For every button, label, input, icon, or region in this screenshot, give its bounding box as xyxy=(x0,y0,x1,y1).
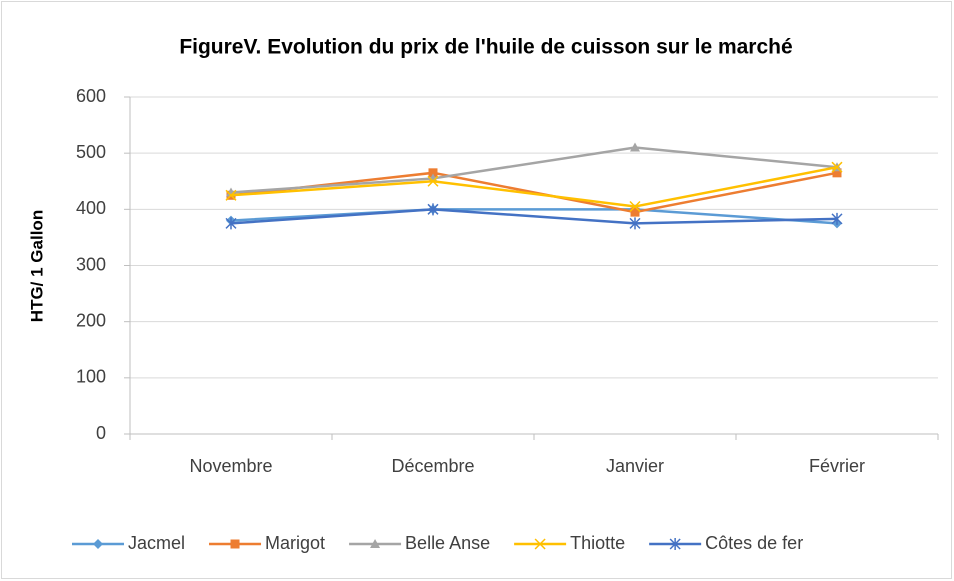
y-tick-label: 0 xyxy=(96,423,106,443)
legend-item: Thiotte xyxy=(514,533,625,553)
x-tick-label: Novembre xyxy=(189,456,272,476)
series-line xyxy=(230,171,838,214)
marker xyxy=(427,203,439,216)
marker xyxy=(230,539,240,549)
legend-item: Marigot xyxy=(209,533,325,553)
y-tick-label: 100 xyxy=(76,367,106,387)
marker xyxy=(225,189,237,201)
series-line xyxy=(230,146,838,194)
marker xyxy=(225,217,237,230)
marker xyxy=(831,212,843,225)
x-tick-label: Février xyxy=(809,456,865,476)
y-tick-label: 500 xyxy=(76,142,106,162)
legend-label: Côtes de fer xyxy=(705,533,803,553)
marker xyxy=(630,207,640,217)
marker xyxy=(630,142,640,152)
y-axis-label: HTG/ 1 Gallon xyxy=(27,210,46,322)
marker xyxy=(831,161,843,173)
legend-item: Jacmel xyxy=(72,533,185,553)
marker xyxy=(629,200,641,213)
marker xyxy=(93,539,103,549)
marker xyxy=(427,175,439,187)
legend-label: Belle Anse xyxy=(405,533,490,553)
marker xyxy=(428,168,438,178)
chart-title: FigureV. Evolution du prix de l'huile de… xyxy=(179,36,792,59)
x-tick-label: Janvier xyxy=(606,456,664,476)
legend-item: Belle Anse xyxy=(349,533,490,553)
marker xyxy=(534,538,546,550)
series-line xyxy=(230,208,838,225)
marker xyxy=(629,217,641,230)
marker xyxy=(832,168,842,178)
marker xyxy=(669,538,681,550)
x-tick-label: Décembre xyxy=(391,456,474,476)
legend-label: Marigot xyxy=(265,533,325,553)
legend-label: Jacmel xyxy=(128,533,185,553)
series-line xyxy=(230,208,838,225)
y-tick-label: 200 xyxy=(76,310,106,330)
legend-label: Thiotte xyxy=(570,533,625,553)
marker xyxy=(370,539,381,548)
legend-item: Côtes de fer xyxy=(649,533,803,553)
series-line xyxy=(230,165,838,208)
y-tick-label: 600 xyxy=(76,86,106,106)
y-tick-label: 300 xyxy=(76,254,106,274)
y-tick-label: 400 xyxy=(76,198,106,218)
